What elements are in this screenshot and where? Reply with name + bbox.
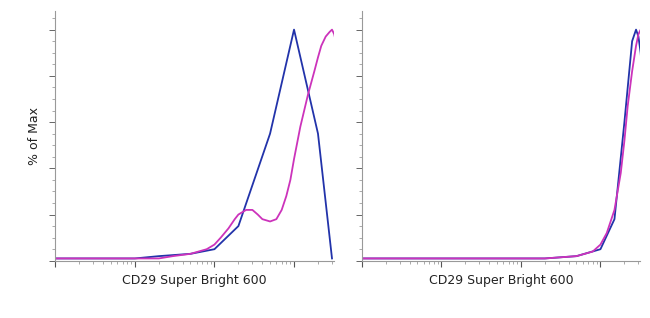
X-axis label: CD29 Super Bright 600: CD29 Super Bright 600 [428,274,573,287]
Y-axis label: % of Max: % of Max [28,107,41,165]
X-axis label: CD29 Super Bright 600: CD29 Super Bright 600 [122,274,267,287]
